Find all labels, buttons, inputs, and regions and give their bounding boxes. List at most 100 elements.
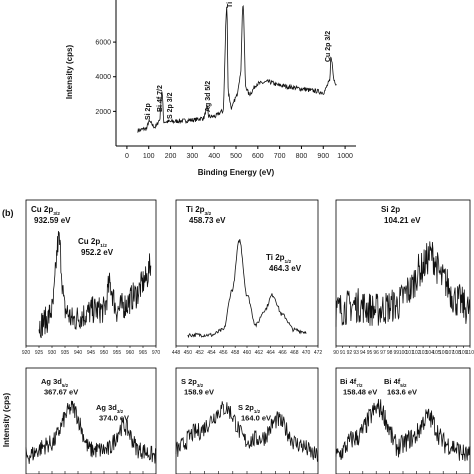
survey-x-tick-label: 100 [143, 153, 155, 160]
subplot-x-tick-label: 450 [184, 350, 193, 356]
subplot-x-tick-label: 935 [61, 350, 70, 356]
subplot-x-tick-label: 945 [87, 350, 96, 356]
subplot-x-tick-label: 101 [406, 350, 415, 356]
subplot-x-tick-label: 108 [452, 350, 461, 356]
survey-x-tick-label: 800 [296, 153, 308, 160]
subplot-x-tick-label: 452 [195, 350, 204, 356]
peak-label: Ag 3d3/2 [96, 403, 124, 414]
survey-x-tick-label: 0 [125, 153, 129, 160]
subplot-x-tick-label: 94 [360, 350, 366, 356]
subplot-x-tick-label: 96 [373, 350, 379, 356]
subplot-x-tick-label: 460 [243, 350, 252, 356]
peak-label-subscript: 5/2 [400, 383, 407, 388]
subplot-spectrum-line [25, 400, 157, 464]
subplot-x-tick-label: 458 [231, 350, 240, 356]
peak-label-subscript: 5/2 [62, 383, 69, 388]
survey-annotation: Si 2p [145, 103, 152, 120]
subplot-x-tick-label: 105 [432, 350, 441, 356]
survey-panel: 0 100 200 300 400 500 600 700 800 900 1000 2000 4000… [65, 0, 356, 177]
survey-y-tick-label: 2000 [95, 109, 111, 116]
survey-y-tick-label: 6000 [95, 40, 111, 47]
subplot-x-tick-label: 98 [387, 350, 393, 356]
subplot-x-tick-label: 99 [394, 350, 400, 356]
peak-label-subscript: 3/2 [117, 409, 124, 414]
survey-x-tick-label: 500 [230, 153, 242, 160]
subplot-spectrum-line [38, 230, 152, 339]
subplot-spectrum-line [187, 239, 307, 339]
subplot-x-tick-label: 925 [35, 350, 44, 356]
survey-x-tick-label: 600 [252, 153, 264, 160]
subplot-x-tick-label: 472 [314, 350, 323, 356]
subplot-x-tick-label: 93 [353, 350, 359, 356]
peak-label: S 2p3/2 [181, 377, 204, 388]
panel-b-subplot: 90 91 92 93 94 95 96 97 98 99 10010110210310410510… [333, 199, 474, 356]
peak-value: 464.3 eV [269, 264, 302, 273]
peak-label-subscript: 7/2 [356, 383, 363, 388]
survey-x-tick-label: 300 [187, 153, 199, 160]
survey-annotation: Cu 2p 3/2 [325, 31, 332, 62]
subplot-x-tick-label: 940 [74, 350, 83, 356]
peak-value: 158.48 eV [343, 388, 377, 397]
subplot-x-tick-label: 464 [266, 350, 275, 356]
peak-label-subscript: 3/2 [197, 383, 204, 388]
survey-x-tick-label: 700 [274, 153, 286, 160]
subplot-x-tick-label: 466 [278, 350, 287, 356]
peak-label-subscript: 1/2 [100, 243, 107, 249]
subplot-x-tick-label: 107 [446, 350, 455, 356]
survey-x-tick-label: 200 [165, 153, 177, 160]
survey-spectrum-line [137, 5, 337, 133]
subplot-x-tick-label: 955 [113, 350, 122, 356]
peak-value: 932.59 eV [34, 216, 71, 225]
subplot-x-tick-label: 960 [126, 350, 135, 356]
peak-value: 367.67 eV [44, 388, 78, 397]
survey-annotation: S 2p 3/2 [167, 92, 174, 119]
survey-annotation: Ag 3d 5/2 [205, 81, 212, 112]
peak-value: 374.0 eV [99, 414, 129, 423]
subplot-x-tick-label: 448 [172, 350, 181, 356]
peak-label: Bi 4f7/2 [340, 377, 363, 388]
subplot-x-tick-label: 468 [290, 350, 299, 356]
subplot-spectrum-line [335, 241, 471, 327]
peak-value: 104.21 eV [384, 216, 421, 225]
subplot-x-tick-label: 102 [412, 350, 421, 356]
peak-label: Cu 2p1/2 [78, 237, 107, 249]
peak-label: S 2p1/2 [238, 403, 261, 414]
peak-value: 158.9 eV [184, 388, 214, 397]
peak-label: Ti 2p1/2 [266, 253, 292, 265]
survey-x-tick-label: 400 [208, 153, 220, 160]
peak-label: Ag 3d5/2 [41, 377, 69, 388]
subplot-x-tick-label: 965 [139, 350, 148, 356]
subplot-x-tick-label: 103 [419, 350, 428, 356]
peak-label-subscript: 3/2 [53, 211, 60, 217]
panel-b-subplot: 920 925 930 935 940 945 950 955 960 965 970 Cu 2p3/… [22, 199, 161, 356]
subplot-x-tick-label: 110 [466, 350, 474, 356]
subplot-frame [25, 367, 157, 474]
survey-annotation: Ti 2p 3/2 [227, 0, 234, 8]
subplot-x-tick-label: 95 [367, 350, 373, 356]
survey-x-tick-label: 1000 [337, 153, 353, 160]
subplot-x-tick-label: 97 [380, 350, 386, 356]
peak-value: 458.73 eV [189, 216, 226, 225]
peak-value: 163.6 eV [387, 388, 417, 397]
subplot-x-tick-label: 100 [399, 350, 408, 356]
peak-value: 164.0 eV [241, 414, 271, 423]
subplot-x-tick-label: 92 [347, 350, 353, 356]
subplot-x-tick-label: 970 [152, 350, 161, 356]
survey-y-axis-label: Intensity (cps) [65, 45, 74, 100]
panel-b-label: (b) [2, 208, 14, 218]
peak-label-subscript: 3/2 [205, 211, 212, 217]
survey-y-tick-label: 4000 [95, 74, 111, 81]
survey-x-tick-label: 900 [317, 153, 329, 160]
subplot-x-tick-label: 470 [302, 350, 311, 356]
panel-b-y-axis-label: Intensity (cps) [2, 393, 11, 448]
peak-label: Cu 2p3/2 [31, 205, 60, 217]
subplot-x-tick-label: 91 [340, 350, 346, 356]
subplot-x-tick-label: 920 [22, 350, 31, 356]
panel-b-subplot: 448 450 452 454 456 458 460 462 464 466 468 470 472 T… [172, 199, 323, 356]
subplot-x-tick-label: 104 [426, 350, 435, 356]
subplot-spectrum-line [175, 401, 319, 462]
subplot-spectrum-line [335, 398, 471, 462]
